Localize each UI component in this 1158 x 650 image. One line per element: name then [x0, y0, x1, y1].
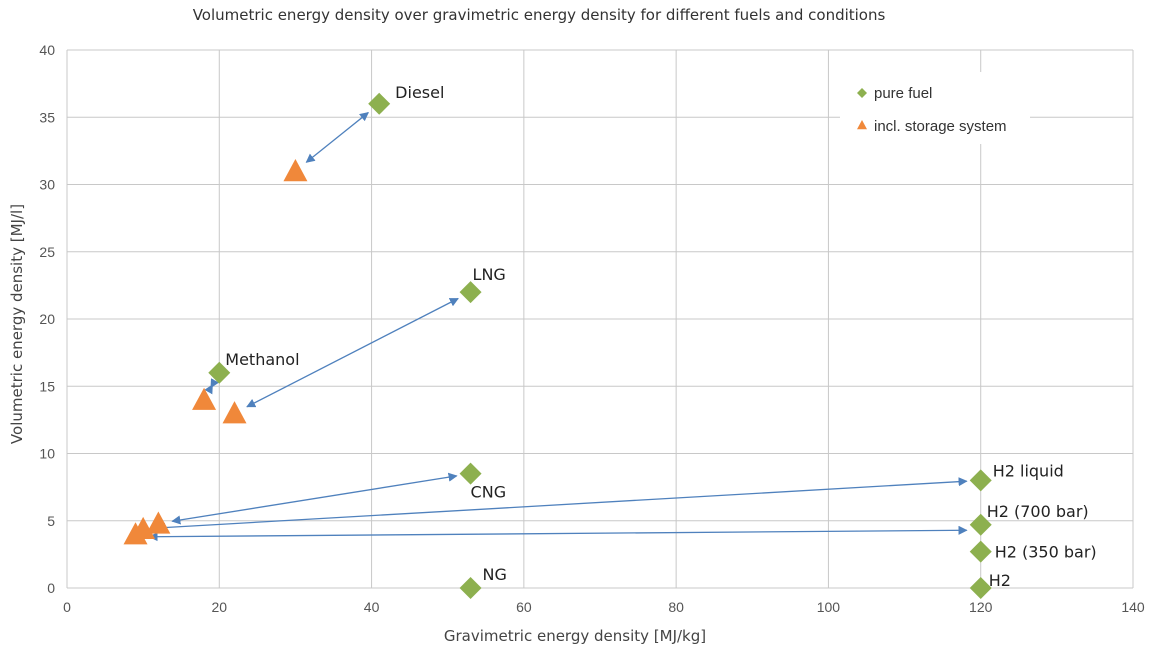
- pure-fuel-diamond-point: [459, 577, 482, 599]
- y-tick-label: 40: [39, 42, 55, 58]
- point-label: LNG: [473, 265, 506, 284]
- point-label: H2 (350 bar): [995, 543, 1097, 562]
- arrow-connector: [305, 111, 369, 163]
- y-axis-label: Volumetric energy density [MJ/l]: [8, 204, 26, 444]
- pure-fuel-diamond-point: [208, 361, 231, 384]
- legend-triangle-icon: [857, 120, 867, 130]
- pure-fuel-diamond-point: [368, 92, 391, 115]
- pure-fuel-diamond-point: [969, 540, 992, 563]
- x-tick-label: 80: [668, 599, 684, 615]
- legend-diamond-icon: [857, 88, 867, 98]
- arrow-connector: [204, 378, 219, 395]
- storage-triangle-point: [283, 159, 308, 182]
- point-label: H2 (700 bar): [987, 502, 1089, 521]
- y-tick-label: 5: [47, 513, 55, 529]
- pure-fuel-diamond-point: [969, 577, 992, 599]
- arrow-connector: [246, 297, 459, 408]
- y-tick-label: 35: [39, 109, 55, 125]
- y-tick-label: 20: [39, 311, 55, 327]
- point-labels: Diesel LNG Methanol CNG NG H2 liquid H2 (700 b…: [225, 83, 1096, 590]
- point-label: H2 liquid: [993, 461, 1064, 480]
- arrow-connector: [156, 477, 968, 533]
- pure-fuel-diamond-point: [459, 281, 482, 304]
- arrows: [148, 111, 968, 542]
- x-tick-label: 0: [63, 599, 71, 615]
- point-label: H2: [989, 571, 1011, 590]
- x-tick-label: 20: [211, 599, 227, 615]
- axes: 0 20 40 60 80 100 120 140 0 5 10 15 20 25 30 35 40 Gravim…: [8, 42, 1145, 645]
- x-tick-label: 120: [969, 599, 993, 615]
- point-label: Diesel: [395, 83, 444, 102]
- x-tick-label: 140: [1121, 599, 1145, 615]
- legend: pure fuel incl. storage system: [840, 72, 1030, 144]
- point-label: CNG: [471, 483, 507, 502]
- y-tick-label: 25: [39, 244, 55, 260]
- x-axis-label: Gravimetric energy density [MJ/kg]: [444, 627, 706, 645]
- point-label: Methanol: [225, 350, 299, 369]
- arrow-connector: [171, 472, 458, 525]
- y-tick-label: 10: [39, 446, 55, 462]
- x-tick-label: 60: [516, 599, 532, 615]
- arrow-connector: [148, 525, 968, 542]
- y-tick-label: 30: [39, 177, 55, 193]
- legend-box: [840, 72, 1030, 144]
- x-tick-label: 40: [364, 599, 380, 615]
- storage-triangle-point: [192, 387, 217, 410]
- storage-triangle-point: [123, 522, 148, 545]
- storage-triangle-point: [222, 401, 247, 424]
- storage-triangle-point: [146, 511, 171, 534]
- x-tick-label: 100: [817, 599, 841, 615]
- y-tick-label: 0: [47, 580, 55, 596]
- pure-fuel-diamond-point: [969, 469, 992, 492]
- legend-label-storage: incl. storage system: [874, 118, 1007, 135]
- pure-fuel-diamond-point: [459, 462, 482, 485]
- point-label: NG: [483, 565, 507, 584]
- y-tick-label: 15: [39, 378, 55, 394]
- chart-title: Volumetric energy density over gravimetr…: [192, 6, 886, 24]
- legend-label-pure-fuel: pure fuel: [874, 85, 932, 102]
- data-points: [123, 92, 992, 599]
- pure-fuel-diamond-point: [969, 513, 992, 536]
